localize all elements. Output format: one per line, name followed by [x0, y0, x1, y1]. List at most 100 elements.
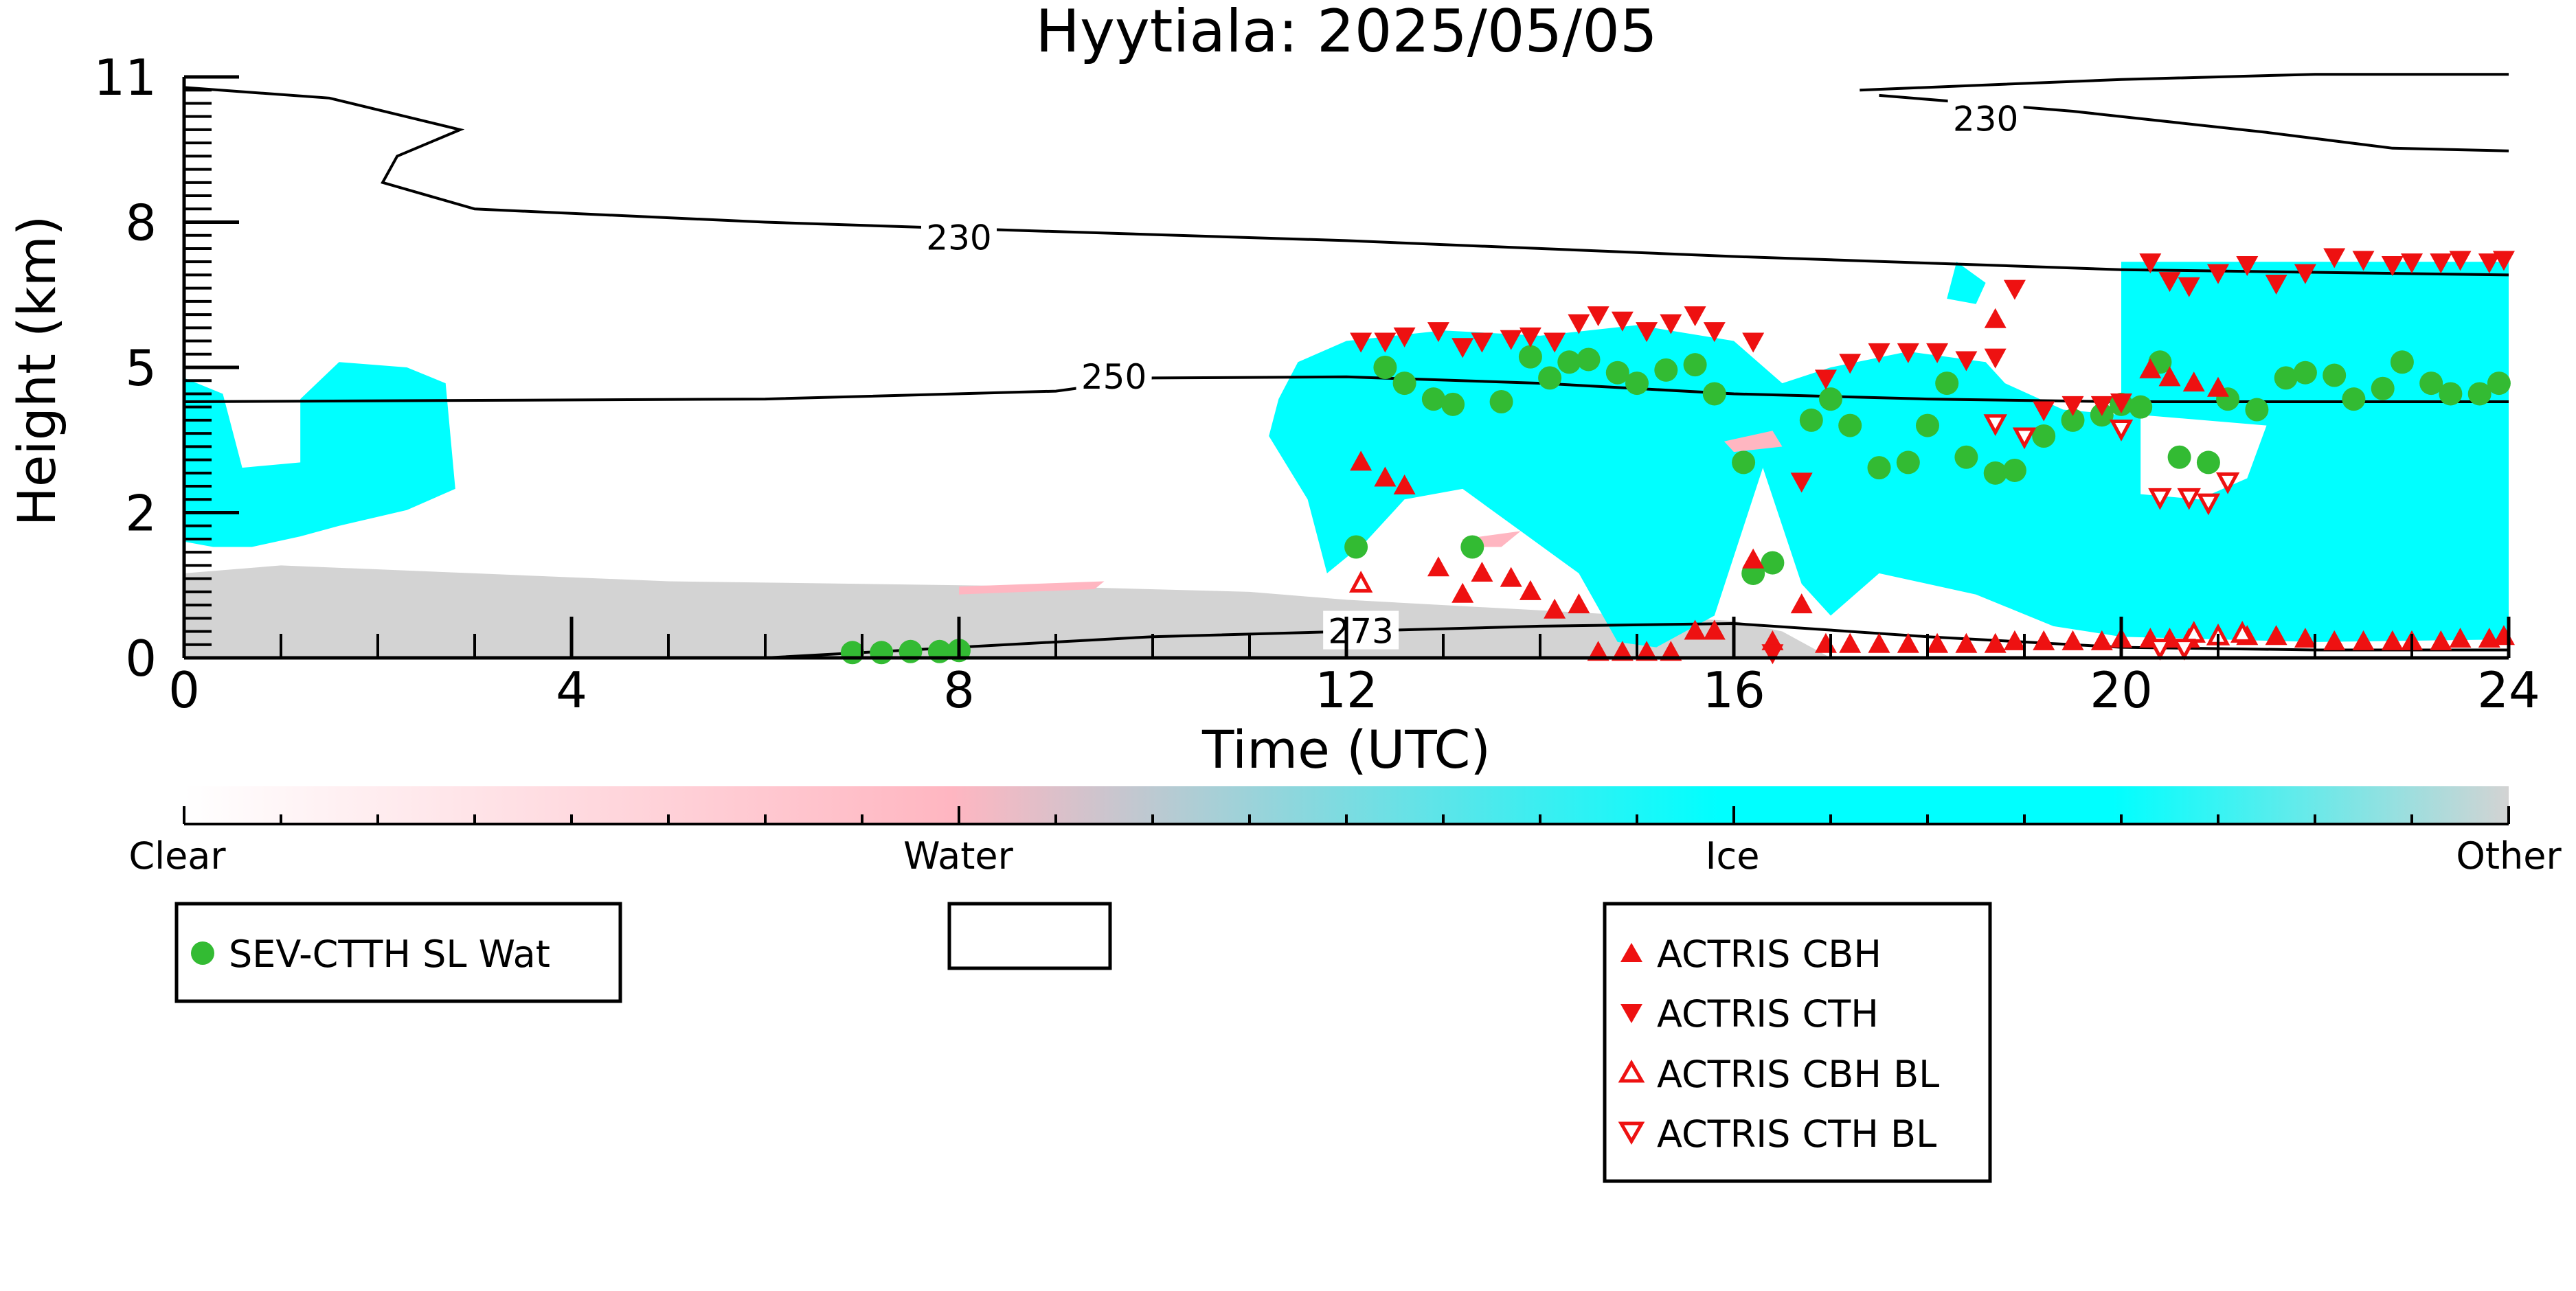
legend-marker-actris-cth — [1620, 1004, 1642, 1023]
colorbar-label-clear: Clear — [128, 834, 226, 878]
x-tick-label-3: 12 — [1315, 661, 1378, 719]
legend-empty — [947, 902, 1112, 970]
marker-2-43 — [2449, 251, 2472, 271]
marker-2-6 — [1500, 330, 1522, 350]
contour-label-bg-1 — [1947, 98, 2024, 137]
legend-marker-actris-cth-bl — [1618, 1121, 1645, 1145]
marker-2-8 — [1544, 332, 1566, 353]
legend-marker-actris-cbh — [1620, 943, 1642, 962]
marker-1-49 — [2207, 376, 2229, 397]
marker-2-11 — [1611, 311, 1634, 332]
y-tick-label-4: 11 — [93, 49, 157, 106]
colorbar-label-other: Other — [2456, 834, 2562, 878]
marker-2-40 — [2381, 256, 2404, 277]
marker-0-9 — [1441, 392, 1465, 416]
marker-0-12 — [1518, 345, 1542, 369]
data-markers — [840, 248, 2515, 665]
marker-0-52 — [2467, 382, 2492, 406]
marker-1-5 — [1471, 561, 1493, 582]
marker-1-12 — [1636, 641, 1658, 661]
marker-1-40 — [2381, 630, 2404, 650]
marker-2-39 — [2352, 251, 2375, 271]
marker-0-46 — [2323, 363, 2347, 387]
legend-label-actris-cth: ACTRIS CTH — [1657, 992, 1879, 1036]
marker-0-35 — [2061, 408, 2085, 432]
legend-label-actris-cth-bl: ACTRIS CTH BL — [1657, 1112, 1936, 1156]
marker-0-10 — [1460, 535, 1484, 559]
marker-1-26 — [2003, 630, 2026, 650]
marker-0-18 — [1654, 358, 1678, 382]
marker-1-42 — [2430, 630, 2452, 650]
marker-1-27 — [2033, 630, 2055, 650]
x-tick-label-5: 20 — [2090, 661, 2153, 719]
marker-0-23 — [1761, 551, 1785, 575]
marker-2-10 — [1587, 306, 1609, 327]
marker-4-5 — [2196, 493, 2221, 516]
marker-2-5 — [1471, 332, 1493, 353]
marker-0-13 — [1538, 366, 1562, 390]
classification-colorbar: Clear Water Ice Other — [128, 786, 2562, 878]
marker-2-30 — [2110, 393, 2132, 413]
marker-1-43 — [2449, 628, 2472, 648]
marker-2-7 — [1519, 327, 1541, 347]
marker-2-32 — [2158, 272, 2181, 293]
axes: 0 4 8 12 16 20 24 0 2 5 8 11 — [93, 49, 2540, 719]
marker-2-38 — [2323, 248, 2346, 269]
marker-1-16 — [1742, 548, 1765, 569]
legend-label-sev-ctth: SEV-CTTH SL Wat — [229, 933, 550, 976]
marker-1-36 — [2265, 625, 2287, 646]
y-tick-label-3: 8 — [125, 194, 157, 252]
x-tick-label-1: 4 — [556, 661, 587, 719]
marker-1-24 — [1955, 632, 1978, 653]
marker-0-24 — [1799, 408, 1823, 432]
marker-1-20 — [1839, 632, 1862, 653]
legend-actris: ACTRIS CBH ACTRIS CTH ACTRIS CBH BL ACTR… — [1603, 902, 1992, 1183]
marker-0-29 — [1916, 413, 1939, 437]
marker-2-27 — [2033, 401, 2055, 422]
marker-1-8 — [1544, 598, 1566, 619]
y-tick-label-1: 2 — [125, 485, 157, 542]
marker-1-14 — [1684, 619, 1706, 640]
marker-1-10 — [1587, 641, 1609, 661]
x-tick-label-6: 24 — [2477, 661, 2540, 719]
marker-1-6 — [1500, 567, 1522, 587]
marker-1-39 — [2352, 630, 2375, 650]
marker-0-50 — [2419, 372, 2443, 396]
marker-1-22 — [1897, 632, 1919, 653]
marker-2-23 — [1926, 343, 1949, 363]
water-patch-c — [1724, 431, 1783, 453]
marker-0-45 — [2293, 361, 2317, 385]
marker-2-45 — [2492, 251, 2515, 271]
x-tick-label-2: 8 — [943, 661, 975, 719]
marker-2-44 — [2478, 253, 2500, 274]
marker-2-4 — [1451, 338, 1474, 358]
colorbar-label-ice: Ice — [1706, 834, 1760, 878]
marker-1-1 — [1374, 466, 1397, 487]
water-patch-b — [959, 581, 1105, 595]
marker-0-16 — [1605, 361, 1629, 385]
marker-2-41 — [2401, 253, 2423, 274]
series-2 — [1350, 248, 2515, 665]
contour-line-0 — [183, 86, 2509, 277]
marker-2-31 — [2139, 253, 2162, 274]
x-tick-label-4: 16 — [1702, 661, 1765, 719]
marker-1-18 — [1790, 593, 1813, 614]
marker-1-50 — [1984, 308, 2007, 328]
marker-3-0 — [1348, 571, 1373, 593]
temperature-contours: 230 230 250 273 — [183, 73, 2509, 659]
marker-0-48 — [2371, 376, 2395, 400]
marker-1-48 — [2182, 372, 2205, 392]
marker-4-4 — [2177, 488, 2201, 510]
marker-2-33 — [2178, 277, 2200, 297]
marker-0-11 — [1489, 389, 1513, 413]
marker-0-32 — [1983, 461, 2007, 485]
marker-0-43 — [2245, 398, 2269, 422]
marker-1-15 — [1703, 619, 1726, 640]
ice-region-evening-anvil — [1947, 262, 1986, 304]
marker-4-2 — [2109, 419, 2134, 442]
marker-2-16 — [1742, 332, 1765, 353]
marker-1-13 — [1660, 641, 1682, 661]
marker-2-25 — [1984, 348, 2007, 369]
marker-0-17 — [1625, 372, 1649, 396]
